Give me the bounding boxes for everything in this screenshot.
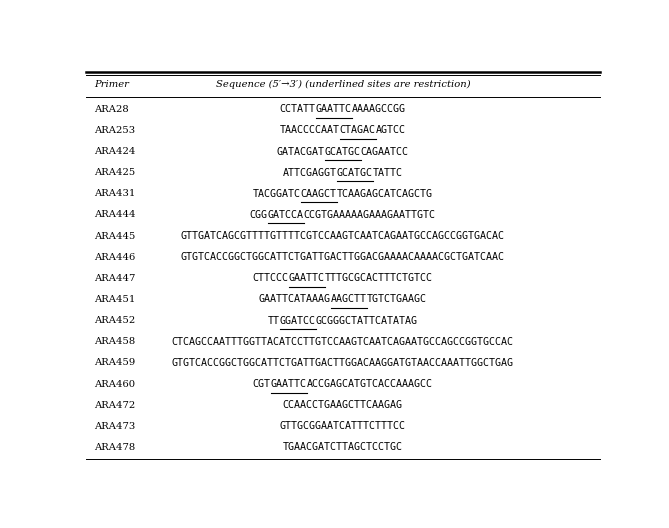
Text: ARA451: ARA451 — [94, 295, 135, 304]
Text: TATTC: TATTC — [373, 168, 403, 177]
Text: ARA444: ARA444 — [94, 211, 136, 220]
Text: CAGAATCC: CAGAATCC — [361, 146, 409, 156]
Text: GAATTC: GAATTC — [289, 274, 325, 284]
Text: CGT: CGT — [253, 379, 271, 389]
Text: CGG: CGG — [250, 210, 268, 220]
Text: ARA460: ARA460 — [94, 380, 135, 389]
Text: ARA458: ARA458 — [94, 337, 135, 346]
Text: TAACCCCAAT: TAACCCCAAT — [280, 125, 340, 135]
Text: TCAAGAGCATCAGCTG: TCAAGAGCATCAGCTG — [337, 189, 433, 199]
Text: GATCCA: GATCCA — [268, 210, 304, 220]
Text: ARA431: ARA431 — [94, 189, 135, 199]
Text: ARA478: ARA478 — [94, 443, 135, 452]
Text: CCAACCTGAAGCTTCAAGAG: CCAACCTGAAGCTTCAAGAG — [283, 400, 403, 410]
Text: GGATCC: GGATCC — [280, 316, 316, 326]
Text: CCTATT: CCTATT — [280, 104, 316, 114]
Text: TGAACGATCTTAGCTCCTGC: TGAACGATCTTAGCTCCTGC — [283, 442, 403, 452]
Text: AGTCC: AGTCC — [376, 125, 406, 135]
Text: ARA459: ARA459 — [94, 359, 135, 367]
Text: Sequence (5′→3′) (underlined sites are restriction): Sequence (5′→3′) (underlined sites are r… — [215, 80, 470, 89]
Text: ARA253: ARA253 — [94, 126, 135, 135]
Text: GCGGGCTATTCATATAG: GCGGGCTATTCATATAG — [316, 316, 418, 326]
Text: GTTGATCAGCGTTTTGTTTTCGTCCAAGTCAATCAGAATGCCAGCCGGTGACAC: GTTGATCAGCGTTTTGTTTTCGTCCAAGTCAATCAGAATG… — [181, 231, 505, 241]
Text: GATACGAT: GATACGAT — [277, 146, 325, 156]
Text: ARA424: ARA424 — [94, 147, 135, 156]
Text: ATTCGAGGT: ATTCGAGGT — [283, 168, 337, 177]
Text: ARA472: ARA472 — [94, 401, 135, 410]
Text: GTGTCACCGGCTGGCATTCTGATTGACTTGGACAAGGATGTAACCAAATTGGCTGAG: GTGTCACCGGCTGGCATTCTGATTGACTTGGACAAGGATG… — [172, 358, 514, 368]
Text: AAAAGCCGG: AAAAGCCGG — [352, 104, 406, 114]
Text: CAAGCT: CAAGCT — [301, 189, 337, 199]
Text: TT: TT — [268, 316, 280, 326]
Text: GCATGC: GCATGC — [325, 146, 361, 156]
Text: ARA447: ARA447 — [94, 274, 135, 283]
Text: ARA473: ARA473 — [94, 422, 135, 431]
Text: GTGTCACCGGCTGGCATTCTGATTGACTTGGACGAAAACAAAACGCTGATCAAC: GTGTCACCGGCTGGCATTCTGATTGACTTGGACGAAAACA… — [181, 252, 505, 262]
Text: Primer: Primer — [94, 80, 129, 89]
Text: CTAGAC: CTAGAC — [340, 125, 376, 135]
Text: TACGGATC: TACGGATC — [253, 189, 301, 199]
Text: GCATGC: GCATGC — [337, 168, 373, 177]
Text: ARA446: ARA446 — [94, 253, 135, 262]
Text: ARA425: ARA425 — [94, 168, 135, 177]
Text: GAATTC: GAATTC — [316, 104, 352, 114]
Text: GAATTCATAAAG: GAATTCATAAAG — [259, 295, 331, 305]
Text: AAGCTT: AAGCTT — [331, 295, 367, 305]
Text: ARA28: ARA28 — [94, 105, 128, 114]
Text: ACCGAGCATGTCACCAAAGCC: ACCGAGCATGTCACCAAAGCC — [307, 379, 433, 389]
Text: ARA445: ARA445 — [94, 232, 135, 241]
Text: TTTGCGCACTTTCTGTCC: TTTGCGCACTTTCTGTCC — [325, 274, 433, 284]
Text: CCGTGAAAAAGAAAGAATTGTC: CCGTGAAAAAGAAAGAATTGTC — [304, 210, 436, 220]
Text: GTTGCGGAATCATTTCTTTCC: GTTGCGGAATCATTTCTTTCC — [280, 421, 406, 431]
Text: CTTCCC: CTTCCC — [253, 274, 289, 284]
Text: ARA452: ARA452 — [94, 316, 135, 325]
Text: CTCAGCCAATTTGGTTACATCCTTGTCCAAGTCAATCAGAATGCCAGCCGGTGCCAC: CTCAGCCAATTTGGTTACATCCTTGTCCAAGTCAATCAGA… — [172, 337, 514, 347]
Text: TGTCTGAAGC: TGTCTGAAGC — [367, 295, 427, 305]
Text: GAATTC: GAATTC — [271, 379, 307, 389]
